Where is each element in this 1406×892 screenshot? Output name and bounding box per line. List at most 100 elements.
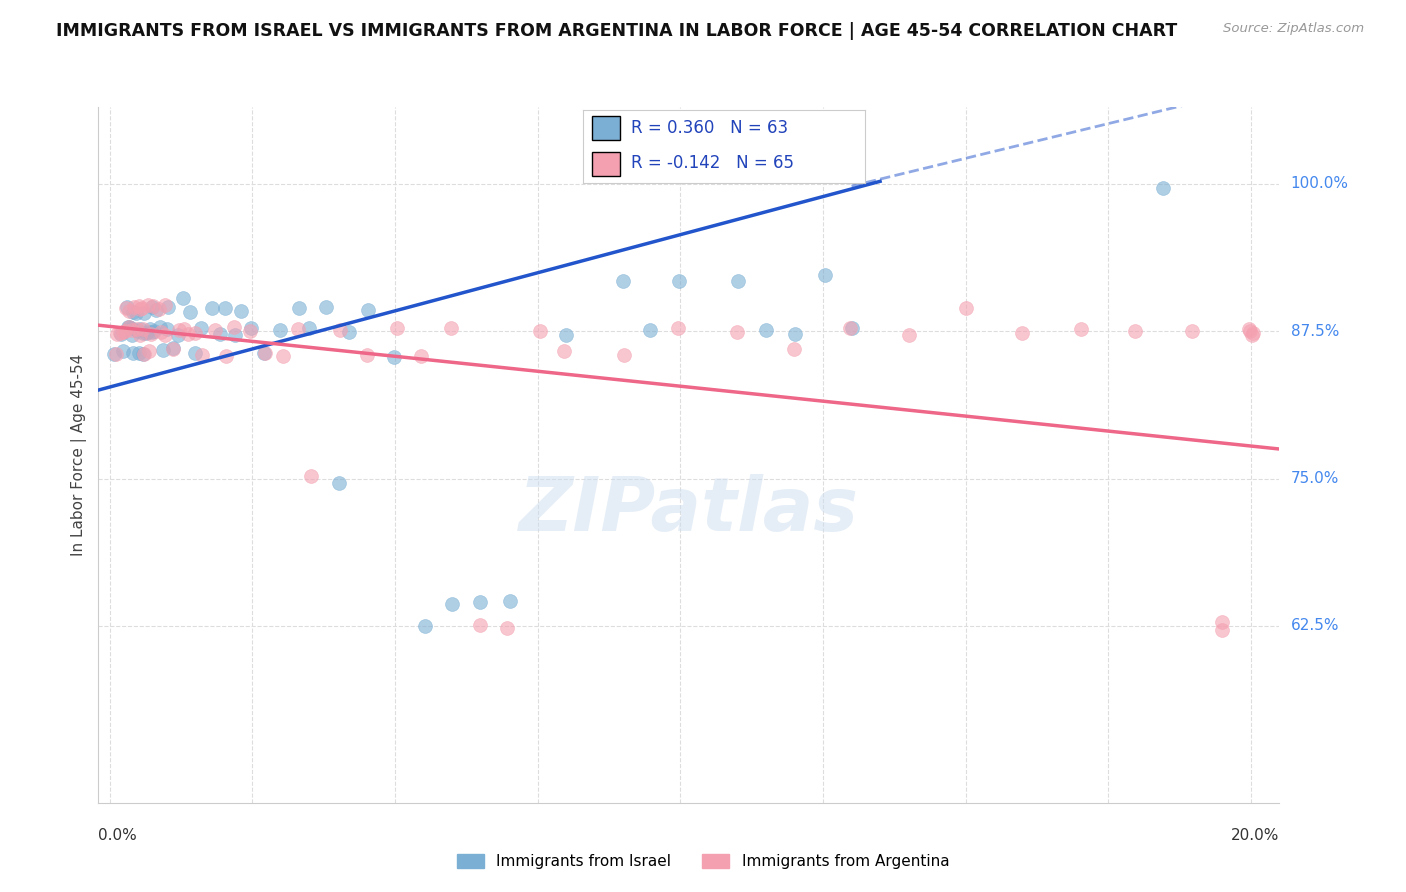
- Point: [253, 346, 276, 360]
- Point: [121, 345, 143, 359]
- Point: [841, 320, 863, 334]
- Point: [638, 323, 661, 337]
- Point: [135, 326, 157, 340]
- Point: [224, 320, 246, 334]
- Point: [136, 298, 159, 312]
- Point: [411, 349, 433, 363]
- Point: [337, 325, 360, 339]
- Point: [1011, 326, 1033, 340]
- Point: [156, 322, 179, 336]
- Point: [128, 299, 150, 313]
- Point: [239, 325, 262, 339]
- Point: [328, 476, 350, 491]
- Point: [162, 343, 184, 357]
- Point: [897, 327, 920, 342]
- Point: [121, 327, 143, 342]
- Point: [1239, 324, 1261, 338]
- Point: [288, 301, 311, 315]
- Point: [1241, 326, 1264, 340]
- Point: [755, 323, 778, 337]
- Point: [1123, 324, 1146, 338]
- Point: [254, 346, 277, 360]
- Point: [141, 325, 163, 339]
- Point: [496, 621, 519, 635]
- Point: [385, 321, 408, 335]
- Point: [114, 324, 136, 338]
- Point: [142, 299, 165, 313]
- Point: [136, 325, 159, 339]
- Point: [118, 319, 141, 334]
- Text: 100.0%: 100.0%: [1291, 177, 1348, 191]
- Point: [224, 328, 246, 343]
- Point: [141, 300, 163, 314]
- Point: [134, 347, 156, 361]
- Point: [105, 326, 128, 341]
- Point: [315, 301, 337, 315]
- Point: [382, 350, 405, 364]
- Point: [190, 348, 212, 362]
- Point: [139, 321, 162, 335]
- Point: [440, 321, 463, 335]
- Point: [440, 597, 463, 611]
- FancyBboxPatch shape: [592, 153, 620, 177]
- Point: [1211, 615, 1233, 630]
- Text: 0.0%: 0.0%: [98, 828, 138, 843]
- Point: [612, 274, 634, 288]
- Point: [240, 321, 263, 335]
- Y-axis label: In Labor Force | Age 45-54: In Labor Force | Age 45-54: [72, 354, 87, 556]
- Point: [668, 275, 690, 289]
- Point: [114, 301, 136, 316]
- Point: [110, 326, 132, 341]
- Point: [208, 327, 231, 342]
- Point: [131, 301, 153, 315]
- Point: [121, 323, 143, 337]
- Point: [204, 323, 226, 337]
- Text: 62.5%: 62.5%: [1291, 618, 1339, 633]
- Point: [299, 468, 322, 483]
- Point: [162, 341, 184, 355]
- Point: [839, 321, 862, 335]
- Point: [108, 326, 131, 341]
- Point: [271, 349, 294, 363]
- Point: [555, 327, 578, 342]
- Point: [183, 326, 205, 340]
- Point: [529, 324, 551, 338]
- Point: [157, 300, 180, 314]
- Point: [727, 274, 749, 288]
- Point: [184, 345, 207, 359]
- Text: Source: ZipAtlas.com: Source: ZipAtlas.com: [1223, 22, 1364, 36]
- Point: [118, 320, 141, 334]
- Point: [145, 303, 167, 318]
- Text: R = 0.360   N = 63: R = 0.360 N = 63: [631, 119, 789, 137]
- Point: [143, 324, 166, 338]
- Point: [167, 328, 190, 343]
- Point: [128, 322, 150, 336]
- Point: [287, 322, 309, 336]
- Point: [613, 348, 636, 362]
- Point: [141, 327, 163, 342]
- Point: [132, 306, 155, 320]
- Point: [115, 300, 138, 314]
- Point: [153, 298, 176, 312]
- Text: 75.0%: 75.0%: [1291, 471, 1339, 486]
- Point: [1241, 328, 1264, 343]
- Point: [1152, 181, 1174, 195]
- Point: [215, 349, 238, 363]
- Point: [214, 301, 236, 316]
- Point: [149, 325, 172, 339]
- Point: [112, 325, 135, 339]
- Point: [148, 301, 170, 316]
- Point: [357, 303, 380, 318]
- Point: [125, 322, 148, 336]
- Point: [413, 618, 436, 632]
- Point: [190, 321, 212, 335]
- Point: [167, 323, 190, 337]
- Point: [785, 327, 807, 342]
- Point: [298, 321, 321, 335]
- Point: [127, 324, 149, 338]
- Point: [468, 618, 491, 632]
- Text: IMMIGRANTS FROM ISRAEL VS IMMIGRANTS FROM ARGENTINA IN LABOR FORCE | AGE 45-54 C: IMMIGRANTS FROM ISRAEL VS IMMIGRANTS FRO…: [56, 22, 1177, 40]
- Point: [152, 343, 174, 357]
- Point: [269, 323, 291, 337]
- Point: [111, 344, 134, 359]
